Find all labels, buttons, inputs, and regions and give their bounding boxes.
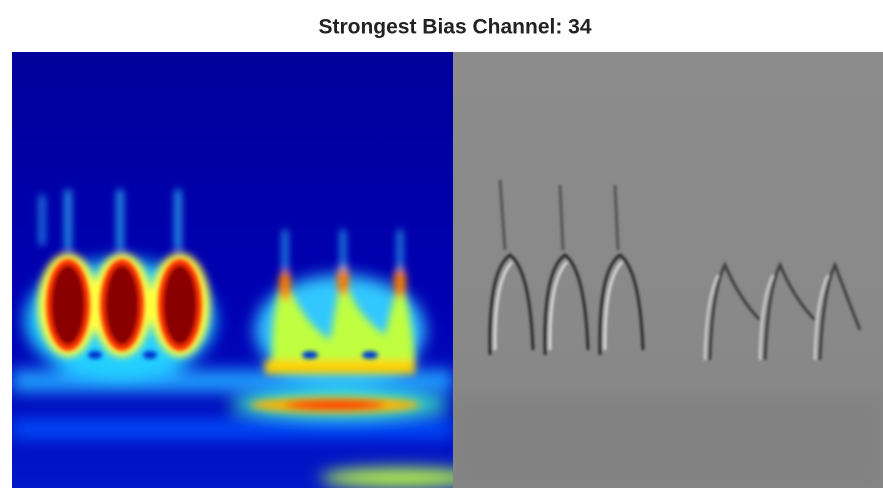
title: Strongest Bias Channel: 34: [318, 16, 591, 39]
feature-map-image: [453, 52, 883, 488]
scalogram-image: [12, 52, 480, 488]
figure: Strongest Bias Channel: 34: [0, 0, 883, 488]
